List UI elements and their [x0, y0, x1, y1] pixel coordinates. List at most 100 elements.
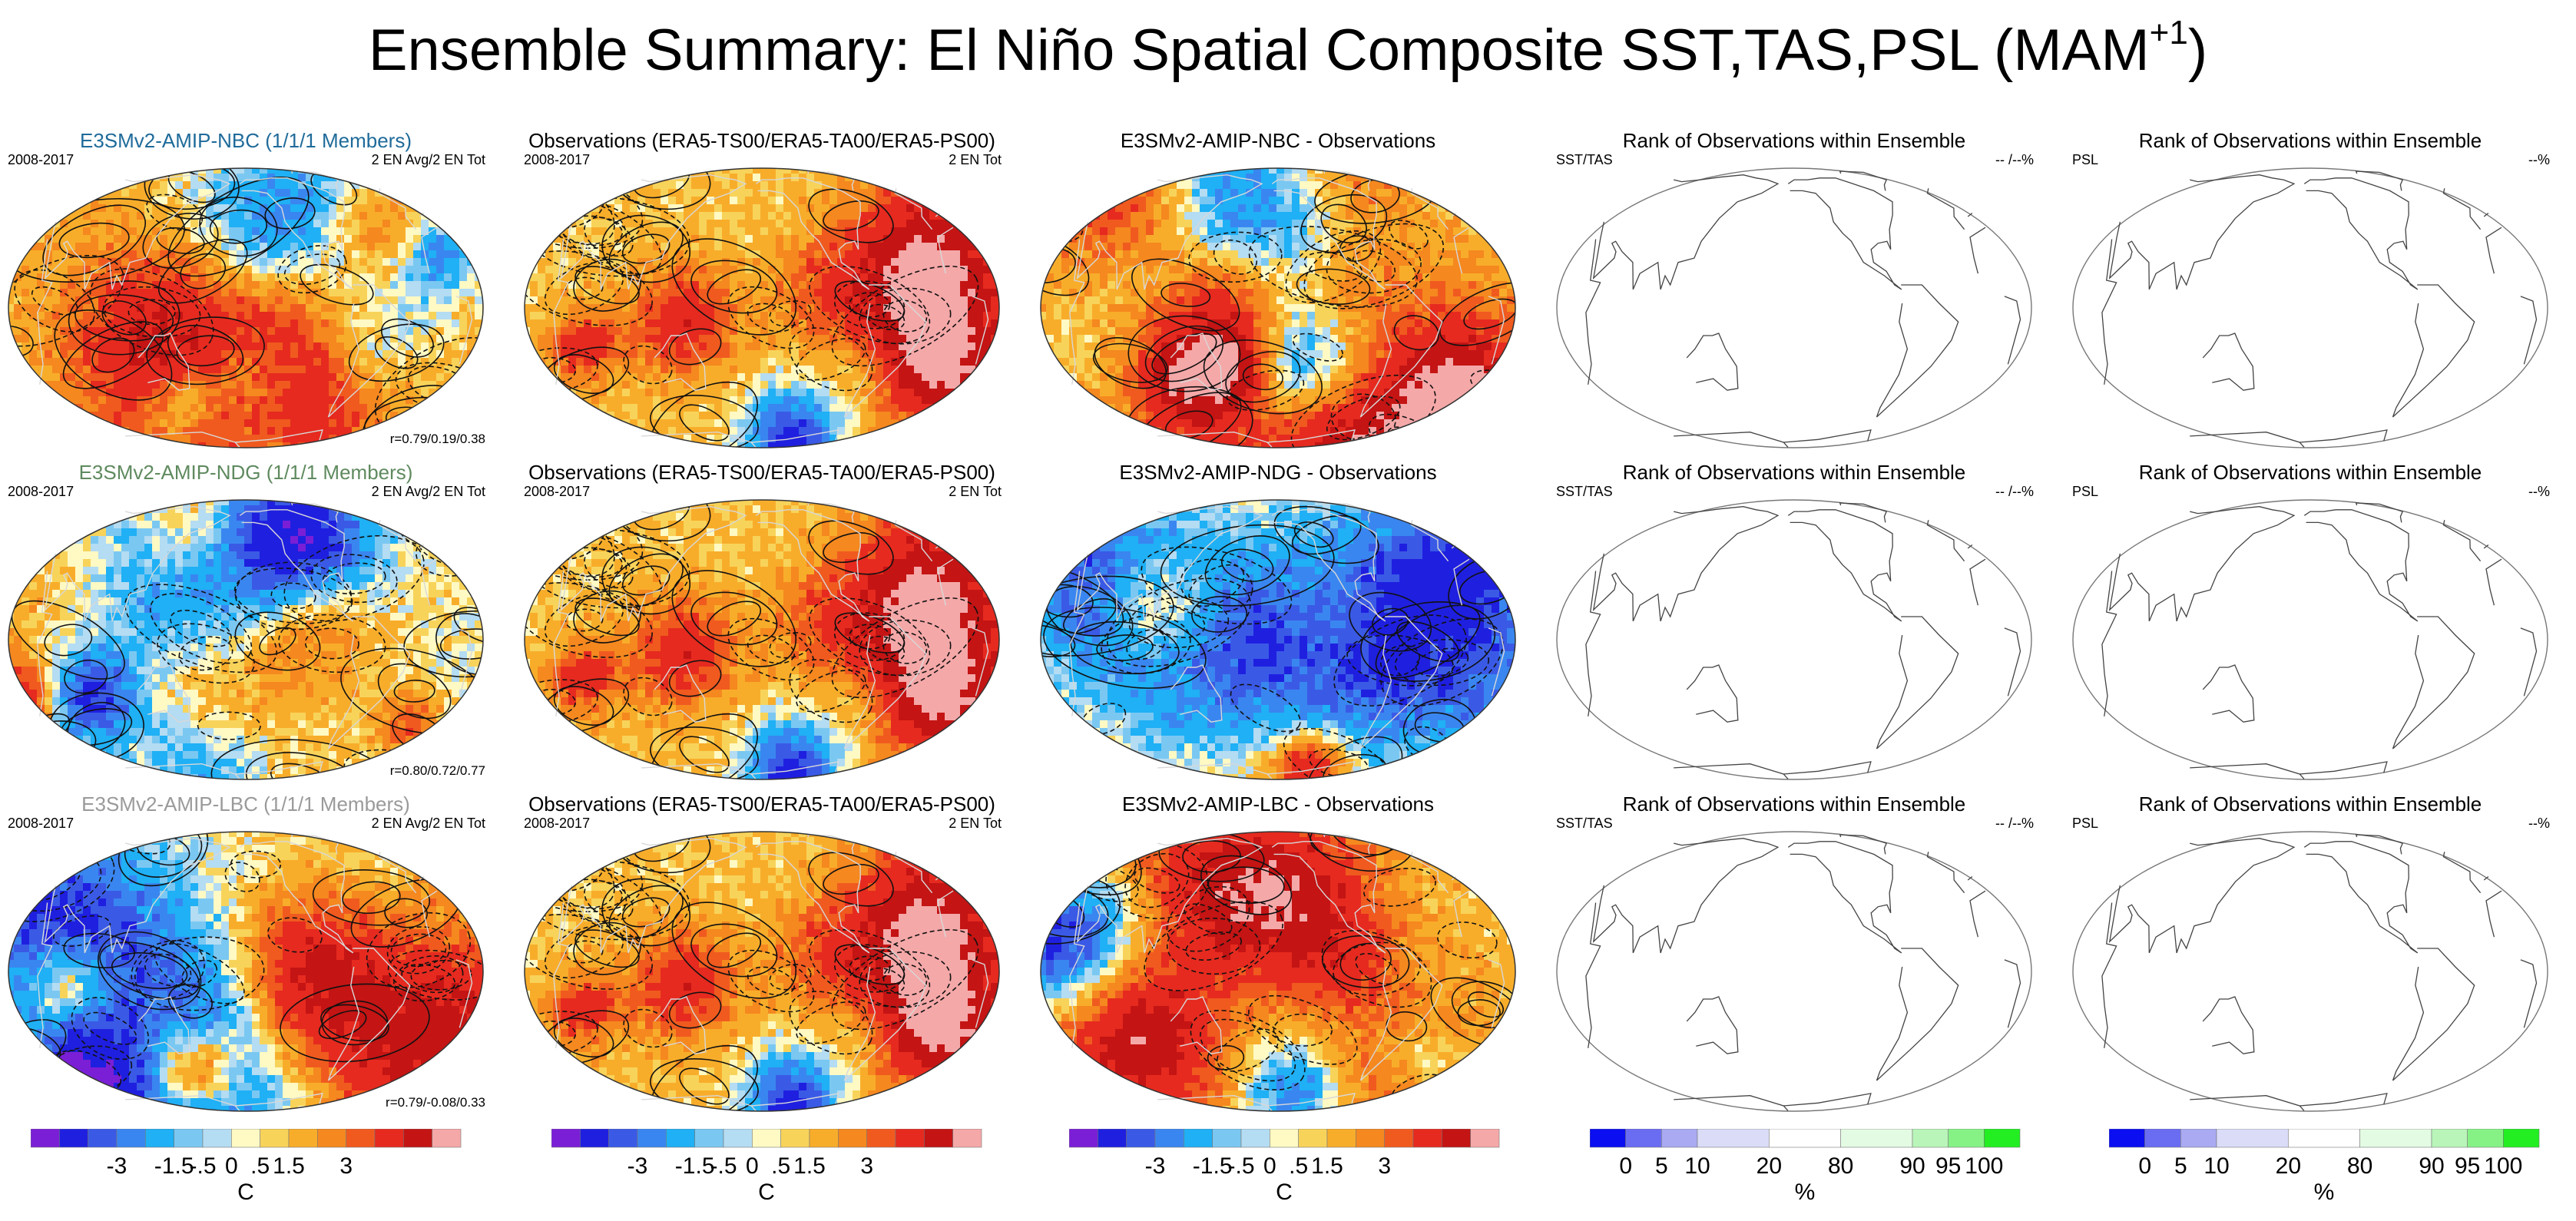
field-cell: [768, 181, 776, 190]
field-cell: [968, 327, 976, 336]
field-cell: [937, 197, 945, 205]
field-cell: [275, 250, 283, 259]
field-cell: [929, 373, 938, 382]
field-cell: [699, 243, 707, 251]
field-cell: [661, 220, 669, 228]
field-cell: [737, 168, 746, 174]
field-cell: [968, 220, 976, 228]
field-cell: [14, 412, 22, 420]
psl-contour: [565, 276, 604, 300]
field-cell: [998, 342, 999, 351]
field-cell: [482, 250, 483, 259]
field-cell: [845, 312, 853, 320]
field-cell: [883, 366, 892, 374]
field-cell: [229, 243, 237, 251]
field-cell: [937, 235, 945, 243]
field-cell: [968, 227, 976, 236]
field-cell: [737, 204, 746, 213]
field-cell: [730, 373, 738, 382]
field-cell: [806, 189, 815, 197]
field-cell: [83, 319, 91, 328]
field-cell: [229, 404, 237, 412]
field-cell: [459, 304, 468, 313]
field-cell: [1261, 181, 1270, 190]
field-cell: [190, 319, 199, 328]
field-cell: [822, 319, 830, 328]
field-cell: [382, 381, 391, 389]
field-cell: [329, 181, 337, 190]
field-cell: [68, 174, 76, 182]
field-cell: [352, 389, 360, 397]
field-cell: [676, 189, 684, 197]
field-cell: [459, 327, 468, 336]
field-cell: [630, 189, 638, 197]
field-cell: [144, 319, 153, 328]
field-cell: [868, 296, 876, 305]
field-cell: [283, 296, 291, 305]
field-cell: [661, 235, 669, 243]
field-cell: [252, 212, 260, 220]
field-cell: [960, 442, 968, 448]
field-cell: [952, 412, 961, 420]
field-cell: [229, 373, 237, 382]
field-cell: [922, 442, 930, 448]
field-cell: [1054, 168, 1062, 174]
field-cell: [530, 327, 538, 336]
field-cell: [714, 197, 723, 205]
field-cell: [814, 289, 823, 297]
field-cell: [722, 373, 730, 382]
field-cell: [1215, 181, 1223, 190]
field-cell: [252, 174, 260, 182]
field-cell: [344, 168, 353, 174]
field-cell: [799, 319, 807, 328]
field-cell: [975, 296, 984, 305]
field-cell: [75, 335, 84, 343]
field-cell: [129, 373, 137, 382]
field-cell: [114, 435, 122, 443]
field-cell: [91, 235, 99, 243]
field-cell: [467, 235, 475, 243]
field-cell: [214, 220, 222, 228]
field-cell: [791, 304, 800, 313]
field-cell: [98, 227, 107, 236]
field-cell: [822, 289, 830, 297]
field-cell: [929, 327, 938, 336]
field-cell: [375, 250, 383, 259]
field-cell: [91, 168, 99, 174]
field-cell: [175, 396, 184, 405]
field-cell: [306, 304, 314, 313]
field-cell: [1276, 168, 1285, 174]
field-cell: [538, 366, 546, 374]
field-cell: [52, 419, 61, 428]
field-cell: [260, 289, 268, 297]
field-cell: [336, 335, 345, 343]
field-cell: [845, 168, 853, 174]
field-cell: [375, 304, 383, 313]
field-cell: [237, 181, 245, 190]
field-cell: [530, 358, 538, 366]
field-cell: [144, 396, 153, 405]
field-cell: [367, 442, 376, 448]
field-cell: [114, 250, 122, 259]
field-cell: [413, 181, 422, 190]
field-cell: [814, 181, 823, 190]
field-cell: [545, 373, 554, 382]
field-cell: [252, 273, 260, 282]
field-cell: [968, 319, 976, 328]
field-cell: [22, 427, 30, 435]
field-cell: [607, 281, 615, 290]
field-cell: [229, 281, 237, 290]
field-cell: [760, 258, 769, 266]
field-cell: [406, 327, 414, 336]
field-cell: [306, 366, 314, 374]
field-cell: [421, 174, 429, 182]
field-cell: [336, 358, 345, 366]
field-cell: [576, 258, 584, 266]
field-cell: [1438, 181, 1446, 190]
field-cell: [406, 204, 414, 213]
psl-contour: [146, 194, 204, 231]
field-cell: [937, 189, 945, 197]
field-cell: [776, 373, 784, 382]
field-cell: [452, 304, 460, 313]
field-cell: [22, 227, 30, 236]
